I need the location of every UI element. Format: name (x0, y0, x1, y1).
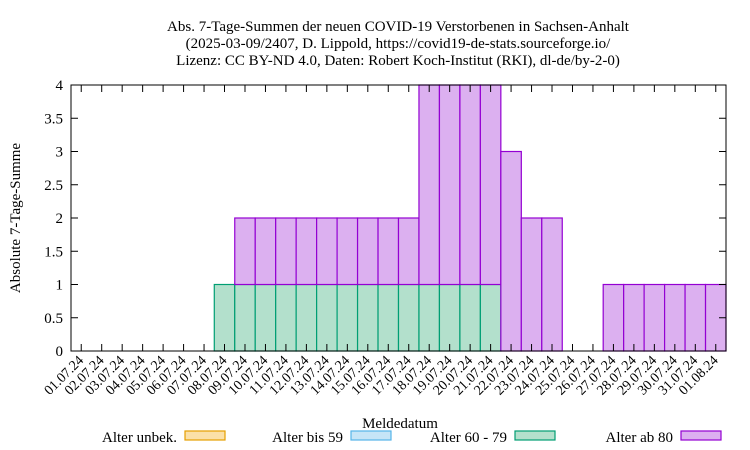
y-tick-label: 1 (56, 278, 64, 294)
chart-title: Abs. 7-Tage-Summen der neuen COVID-19 Ve… (167, 19, 630, 69)
bar-alter-60-79-20.07.24 (459, 283, 481, 352)
x-axis-label: Meldedatum (362, 416, 438, 432)
bar-alter-60-79-12.07.24 (295, 283, 318, 352)
legend-swatch (514, 430, 556, 441)
bar-alter-ab-80-19.07.24 (438, 84, 461, 286)
bar-alter-ab-80-22.07.24 (500, 150, 522, 352)
legend-label: Alter ab 80 (606, 430, 673, 446)
bar-alter-60-79-18.07.24 (418, 283, 441, 352)
legend-label: Alter 60 - 79 (430, 430, 507, 446)
bar-alter-ab-80-31.07.24 (684, 283, 707, 352)
legend-swatch (184, 430, 226, 441)
bar-alter-60-79-16.07.24 (377, 283, 400, 352)
y-tick-label: 3 (56, 145, 64, 161)
bar-alter-ab-80-11.07.24 (275, 217, 297, 286)
bar-alter-ab-80-29.07.24 (643, 283, 666, 352)
chart-title-line-2: (2025-03-09/2407, D. Lippold, https://co… (186, 36, 611, 52)
bar-alter-ab-80-28.07.24 (623, 283, 645, 352)
bar-alter-ab-80-21.07.24 (479, 84, 502, 286)
y-axis-label: Absolute 7-Tage-Summe (8, 143, 24, 294)
bar-alter-60-79-08.07.24 (213, 283, 236, 352)
legend-swatch (680, 430, 722, 441)
y-tick-label: 2.5 (44, 178, 63, 194)
chart-title-line-1: Abs. 7-Tage-Summen der neuen COVID-19 Ve… (167, 19, 630, 35)
y-tick-label: 2 (56, 211, 64, 227)
bar-alter-ab-80-24.07.24 (541, 217, 563, 352)
bar-alter-60-79-10.07.24 (254, 283, 277, 352)
y-tick-label: 3.5 (44, 111, 63, 127)
bar-alter-60-79-21.07.24 (479, 283, 502, 352)
bar-alter-ab-80-18.07.24 (418, 84, 441, 286)
bar-alter-ab-80-30.07.24 (663, 283, 686, 352)
legend-label: Alter unbek. (102, 430, 177, 446)
bar-alter-ab-80-20.07.24 (459, 84, 481, 286)
bar-alter-60-79-13.07.24 (316, 283, 338, 352)
bar-alter-ab-80-17.07.24 (397, 217, 420, 286)
legend-swatch (350, 430, 392, 441)
bar-alter-60-79-09.07.24 (234, 283, 256, 352)
bar-alter-60-79-19.07.24 (438, 283, 461, 352)
bar-alter-60-79-11.07.24 (275, 283, 297, 352)
bar-alter-60-79-15.07.24 (356, 283, 379, 352)
y-axis: 0 0.5 1 1.5 2 2.5 3 3.5 4 (44, 78, 726, 360)
bar-alter-ab-80-27.07.24 (602, 283, 625, 352)
bar-alter-ab-80-12.07.24 (295, 217, 318, 286)
bar-alter-ab-80-10.07.24 (254, 217, 277, 286)
y-tick-label: 0 (56, 344, 64, 360)
bar-alter-ab-80-16.07.24 (377, 217, 400, 286)
y-tick-label: 0.5 (44, 311, 63, 327)
y-tick-label: 4 (56, 78, 64, 94)
legend-label: Alter bis 59 (272, 430, 343, 446)
bar-alter-ab-80-13.07.24 (316, 217, 338, 286)
bars (213, 84, 727, 352)
bar-alter-ab-80-09.07.24 (234, 217, 256, 286)
bar-alter-ab-80-23.07.24 (520, 217, 543, 352)
bar-alter-60-79-17.07.24 (397, 283, 420, 352)
y-tick-label: 1.5 (44, 244, 63, 260)
bar-alter-ab-80-14.07.24 (336, 217, 359, 286)
legend: Alter unbek. Alter bis 59 Alter 60 - 79 Alt… (102, 430, 722, 446)
bar-alter-60-79-14.07.24 (336, 283, 359, 352)
chart-title-line-3: Lizenz: CC BY-ND 4.0, Daten: Robert Koch… (176, 53, 620, 69)
bar-alter-ab-80-15.07.24 (356, 217, 379, 286)
